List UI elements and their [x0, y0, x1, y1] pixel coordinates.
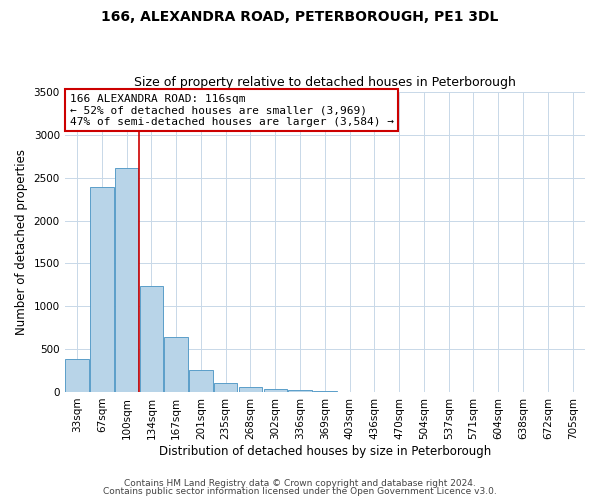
Title: Size of property relative to detached houses in Peterborough: Size of property relative to detached ho… [134, 76, 516, 90]
X-axis label: Distribution of detached houses by size in Peterborough: Distribution of detached houses by size … [159, 444, 491, 458]
Text: Contains HM Land Registry data © Crown copyright and database right 2024.: Contains HM Land Registry data © Crown c… [124, 478, 476, 488]
Bar [65, 358, 89, 392]
Bar [115, 168, 139, 392]
Y-axis label: Number of detached properties: Number of detached properties [15, 149, 28, 335]
Bar [214, 384, 238, 392]
Bar [288, 390, 312, 392]
Bar [239, 387, 262, 392]
Bar [164, 337, 188, 392]
Text: 166, ALEXANDRA ROAD, PETERBOROUGH, PE1 3DL: 166, ALEXANDRA ROAD, PETERBOROUGH, PE1 3… [101, 10, 499, 24]
Bar [90, 187, 113, 392]
Bar [263, 390, 287, 392]
Bar [313, 391, 337, 392]
Text: 166 ALEXANDRA ROAD: 116sqm
← 52% of detached houses are smaller (3,969)
47% of s: 166 ALEXANDRA ROAD: 116sqm ← 52% of deta… [70, 94, 394, 127]
Bar [189, 370, 213, 392]
Bar [140, 286, 163, 392]
Text: Contains public sector information licensed under the Open Government Licence v3: Contains public sector information licen… [103, 487, 497, 496]
